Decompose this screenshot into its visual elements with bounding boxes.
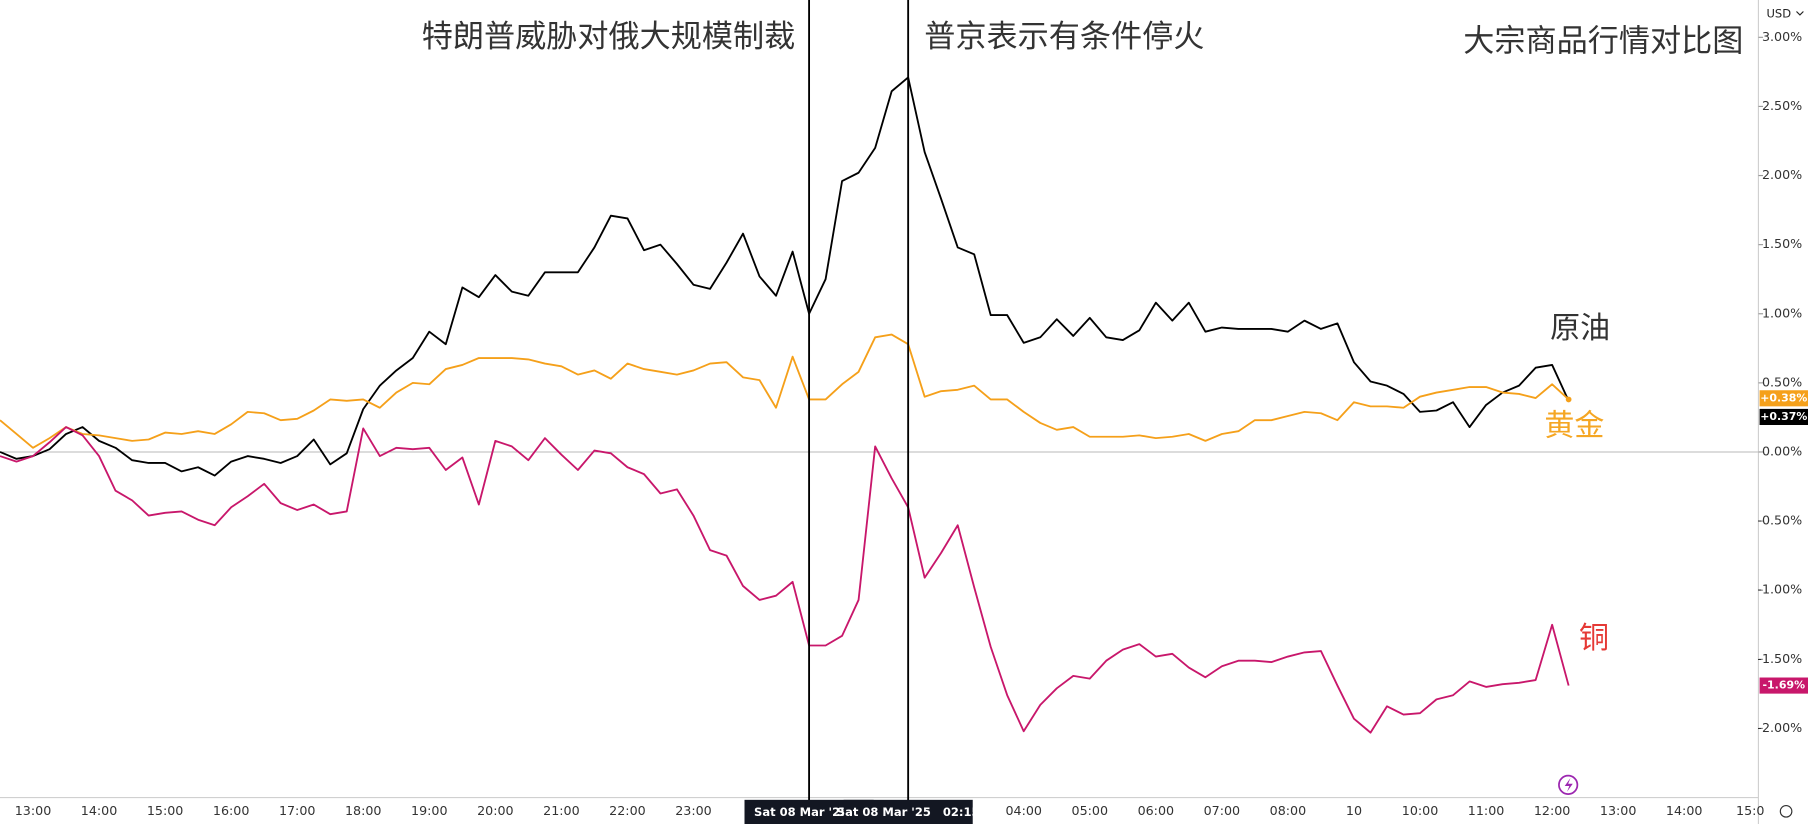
chart-title: 大宗商品行情对比图 [1463,24,1743,60]
y-tick-label: 1.00% [1762,305,1802,320]
last-value-label: -1.69% [1763,679,1806,692]
last-value-label: +0.38% [1760,391,1807,404]
x-tick-label: 23:00 [675,803,712,818]
x-tick-label: 13:00 [15,803,52,818]
last-value-label: +0.37% [1760,410,1807,423]
x-tick-label: 14:00 [81,803,118,818]
last-value-badge [1759,390,1808,407]
event-annotation: 特朗普威胁对俄大规模制裁 [422,19,796,55]
y-tick-label: 1.50% [1762,236,1802,251]
x-tick-label: 15:0 [1736,803,1764,818]
x-tick-label: 06:00 [1138,803,1175,818]
series-line [0,426,1570,734]
series-line [0,76,1570,477]
x-tick-label: 18:00 [345,803,382,818]
event-date-label: Sat 08 Mar '25 02:15 [837,805,980,819]
x-tick-label: 17:00 [279,803,316,818]
series-label: 原油 [1550,311,1610,346]
x-tick-label: 12:00 [1534,803,1571,818]
y-tick-label: -1.50% [1757,651,1802,666]
icon-bolt [1564,777,1573,792]
y-tick-label: 0.50% [1762,374,1802,389]
x-tick-label: 07:00 [1204,803,1241,818]
x-tick-label: 10:00 [1402,803,1439,818]
icon-ring [1558,774,1579,795]
y-tick-label: -1.00% [1757,582,1802,597]
x-tick-label: 19:00 [411,803,448,818]
x-tick-label: 11:00 [1468,803,1505,818]
last-point [1565,396,1572,403]
event-date-label: Sat 08 Mar '25 0 [754,805,864,819]
y-tick-label: 3.00% [1762,29,1802,44]
x-tick-label: 14:00 [1666,803,1703,818]
last-value-badge [1759,408,1808,426]
series-label: 黄金 [1544,409,1604,444]
x-tick-label: 10 [1346,803,1362,818]
y-tick-label: 2.00% [1762,167,1802,182]
currency: USD [1766,6,1791,20]
plot-area [0,76,1759,734]
x-tick-label: 08:00 [1270,803,1307,818]
y-tick-label: -2.00% [1757,720,1802,735]
x-tick-label: 21:00 [543,803,580,818]
x-tick-label: 16:00 [213,803,250,818]
series-label: 铜 [1579,621,1609,656]
x-tick-label: 22:00 [609,803,646,818]
x-tick-label: 13:00 [1600,803,1637,818]
event-date-badge [843,799,973,824]
lightning-icon[interactable] [1558,774,1579,795]
event-annotation: 普京表示有条件停火 [924,19,1204,55]
series-line [0,333,1570,449]
x-tick-label: 04:00 [1005,803,1042,818]
x-tick-label: 20:00 [477,803,514,818]
y-tick-label: 0.00% [1762,443,1802,458]
x-tick-label: 05:00 [1072,803,1109,818]
settings-icon[interactable] [1779,805,1793,818]
last-value-badge [1759,677,1808,694]
y-tick-label: -0.50% [1757,513,1802,528]
currency-caret[interactable] [1796,11,1804,16]
x-tick-label: 15:00 [147,803,184,818]
y-tick-label: 2.50% [1762,98,1802,113]
